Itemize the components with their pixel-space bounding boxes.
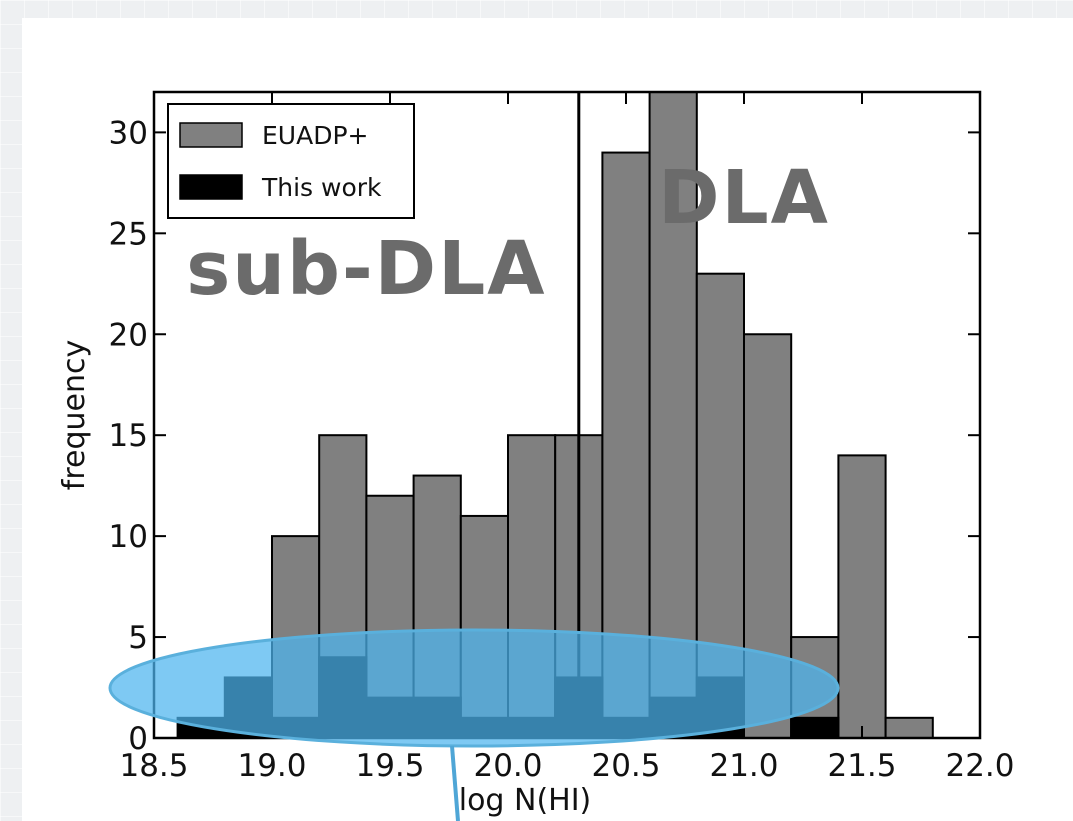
y-axis-title: frequency bbox=[57, 340, 92, 490]
bar-euadp-10 bbox=[648, 92, 698, 738]
x-tick-label: 19.5 bbox=[355, 748, 424, 784]
legend-label-euadp: EUADP+ bbox=[262, 121, 368, 150]
x-axis-title: log N(HI) bbox=[459, 783, 592, 818]
x-tick-label: 19.0 bbox=[237, 748, 306, 784]
legend: EUADP+ This work bbox=[167, 103, 415, 219]
slide: 18.5 19.0 19.5 20.0 20.5 21.0 21.5 22.0 0 5 10 15 20… bbox=[22, 18, 1073, 821]
legend-swatch-euadp bbox=[179, 122, 243, 148]
histogram-chart: 18.5 19.0 19.5 20.0 20.5 21.0 21.5 22.0 0 5 10 15 20… bbox=[57, 90, 1015, 821]
x-tick-label: 18.5 bbox=[119, 748, 188, 784]
x-tick-label: 21.0 bbox=[709, 748, 778, 784]
bar-euadp-15 bbox=[884, 716, 934, 738]
callout-line bbox=[450, 745, 460, 821]
x-tick-label: 22.0 bbox=[945, 748, 1014, 784]
legend-swatch-thiswork bbox=[179, 174, 243, 200]
x-tick-label: 20.0 bbox=[473, 748, 542, 784]
legend-label-thiswork: This work bbox=[261, 173, 382, 202]
y-tick-label: 10 bbox=[109, 519, 148, 555]
x-tick-label: 20.5 bbox=[591, 748, 660, 784]
dla-label: DLA bbox=[658, 155, 830, 241]
y-tick-label: 30 bbox=[109, 115, 148, 151]
y-tick-label: 15 bbox=[109, 418, 148, 454]
bar-thiswork-13 bbox=[790, 716, 840, 738]
y-tick-label: 25 bbox=[109, 216, 148, 252]
bar-euadp-14 bbox=[837, 454, 887, 738]
x-tick-label: 21.5 bbox=[827, 748, 896, 784]
y-tick-label: 20 bbox=[109, 317, 148, 353]
sub-dla-label: sub-DLA bbox=[186, 226, 546, 312]
highlight-ellipse bbox=[108, 628, 840, 748]
y-tick-label: 0 bbox=[128, 721, 148, 757]
y-tick-label: 5 bbox=[128, 620, 148, 656]
